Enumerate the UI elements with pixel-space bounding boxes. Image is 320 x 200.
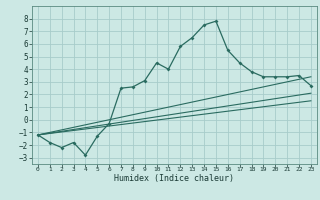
X-axis label: Humidex (Indice chaleur): Humidex (Indice chaleur) <box>115 174 234 183</box>
